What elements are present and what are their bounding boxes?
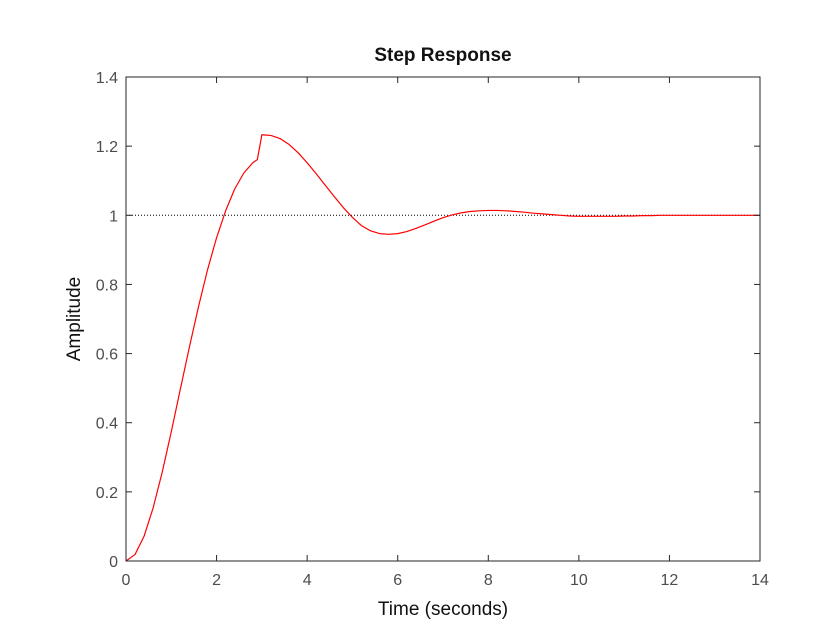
axes-box: [125, 76, 761, 562]
y-tick-label: 1.4: [96, 70, 118, 87]
y-tick-label: 0.2: [96, 485, 118, 502]
x-tick-label: 14: [751, 572, 769, 589]
y-tick-label: 1: [109, 208, 118, 225]
x-tick-label: 10: [570, 572, 588, 589]
plot-area: [126, 77, 760, 561]
x-tick-label: 8: [484, 572, 493, 589]
response-line-0: [125, 134, 760, 562]
x-tick-label: 12: [661, 572, 679, 589]
x-tick-label: 6: [393, 572, 402, 589]
chart-title: Step Response: [374, 45, 511, 66]
x-tick-label: 2: [212, 572, 221, 589]
x-tick-label: 0: [122, 572, 131, 589]
ticks-layer: 0 2 4 6 8 10 12 14 0 0.2 0.4 0.6 0.8 1 1.2 1.4: [96, 70, 769, 589]
y-tick-label: 0.6: [96, 347, 118, 364]
x-axis-title: Time (seconds): [378, 599, 508, 620]
y-axis-title: Amplitude: [64, 277, 85, 362]
series-layer: [125, 134, 760, 562]
y-tick-label: 1.2: [96, 139, 118, 156]
y-tick-label: 0.8: [96, 277, 118, 294]
y-tick-label: 0.4: [96, 416, 118, 433]
y-tick-label: 0: [109, 554, 118, 571]
x-tick-label: 4: [303, 572, 312, 589]
